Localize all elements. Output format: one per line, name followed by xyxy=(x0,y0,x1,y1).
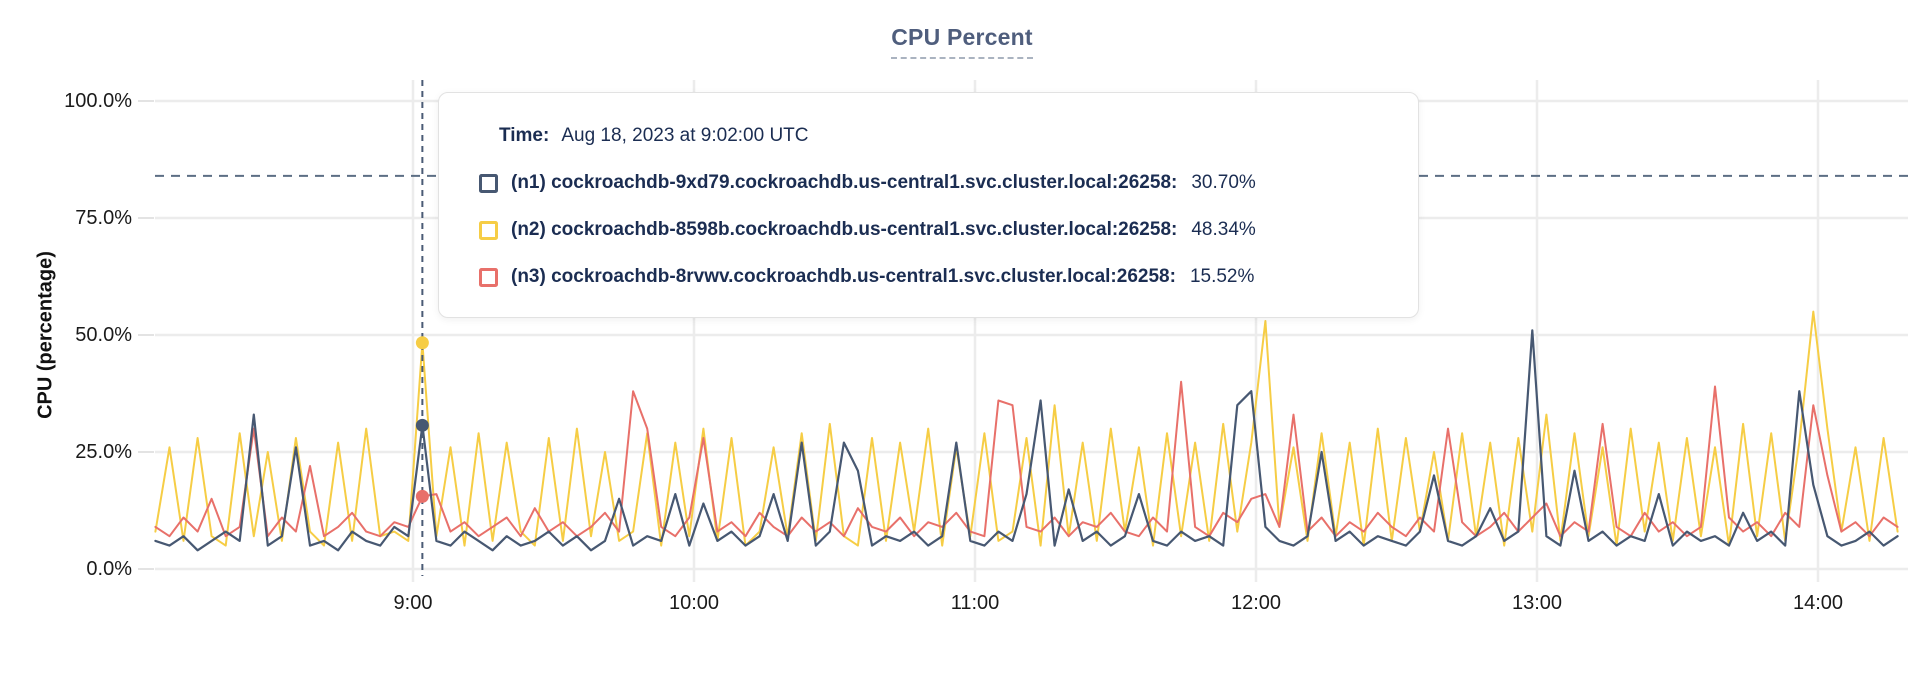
series-line-n1 xyxy=(154,329,1899,552)
tooltip-series-row-n2: (n2) cockroachdb-8598b.cockroachdb.us-ce… xyxy=(479,219,1398,241)
x-tick-label: 14:00 xyxy=(1792,592,1844,614)
series-swatch-icon xyxy=(479,220,498,240)
hover-tooltip: Time: Aug 18, 2023 at 9:02:00 UTC (n1) co… xyxy=(438,92,1419,318)
time-value: Aug 18, 2023 at 9:02:00 UTC xyxy=(561,125,809,146)
series-line-n3 xyxy=(154,380,1899,538)
chart-title-wrap: CPU Percent xyxy=(0,24,1924,59)
hover-dot-n1 xyxy=(415,418,429,432)
series-label: (n3) cockroachdb-8rvwv.cockroachdb.us-ce… xyxy=(511,266,1176,287)
series-value: 15.52% xyxy=(1189,266,1255,287)
tooltip-series-row-n3: (n3) cockroachdb-8rvwv.cockroachdb.us-ce… xyxy=(479,266,1398,288)
series-label: (n1) cockroachdb-9xd79.cockroachdb.us-ce… xyxy=(511,172,1178,193)
tooltip-series-rows: (n1) cockroachdb-9xd79.cockroachdb.us-ce… xyxy=(479,172,1398,288)
series-line-n2 xyxy=(154,310,1899,547)
y-tick-label: 25.0% xyxy=(75,441,132,463)
y-tick-label: 50.0% xyxy=(75,324,132,346)
y-tick-label: 100.0% xyxy=(64,90,132,112)
series-label: (n2) cockroachdb-8598b.cockroachdb.us-ce… xyxy=(511,219,1178,240)
series-value: 48.34% xyxy=(1191,219,1256,240)
y-tick-label: 0.0% xyxy=(86,558,132,580)
tooltip-time-row: Time: Aug 18, 2023 at 9:02:00 UTC xyxy=(499,125,1398,147)
series-swatch-icon xyxy=(479,267,498,287)
hover-dot-n3 xyxy=(415,489,429,503)
x-tick-label: 11:00 xyxy=(950,592,1000,614)
tooltip-series-row-n1: (n1) cockroachdb-9xd79.cockroachdb.us-ce… xyxy=(479,172,1398,194)
time-label: Time: xyxy=(499,125,550,146)
x-tick-label: 13:00 xyxy=(1511,592,1563,614)
series-swatch-icon xyxy=(479,173,498,193)
x-tick-label: 9:00 xyxy=(393,592,433,614)
y-tick-label: 75.0% xyxy=(75,207,132,229)
chart-title[interactable]: CPU Percent xyxy=(891,24,1033,59)
x-tick-label: 10:00 xyxy=(668,592,720,614)
hover-dot-n2 xyxy=(415,336,429,350)
series-value: 30.70% xyxy=(1191,172,1256,193)
x-tick-label: 12:00 xyxy=(1230,592,1282,614)
